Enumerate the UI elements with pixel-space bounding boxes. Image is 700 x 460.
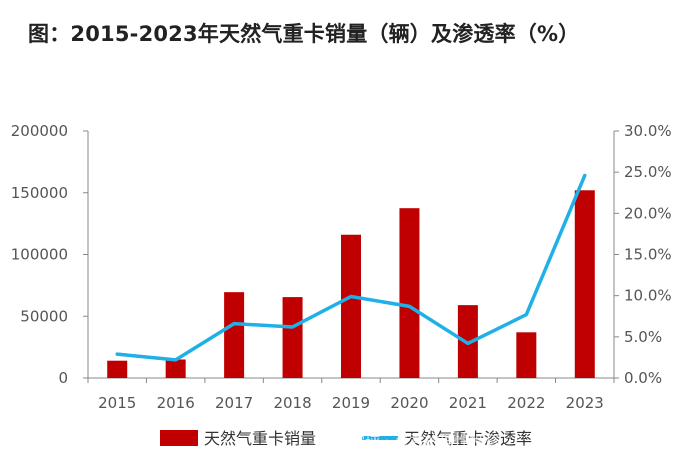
- x-axis-tick-label: 2022: [507, 394, 545, 412]
- bar-series: [107, 190, 595, 378]
- bar: [516, 332, 537, 378]
- legend: 天然气重卡销量 天然气重卡渗透率: [160, 429, 532, 448]
- bar: [574, 190, 595, 378]
- x-axis-tick-label: 2020: [390, 394, 428, 412]
- x-axis-tick-label: 2019: [332, 394, 370, 412]
- left-axis-tick-label: 150000: [11, 184, 68, 202]
- chart-title: 图：2015-2023年天然气重卡销量（辆）及渗透率（%）: [28, 22, 580, 46]
- right-axis-tick-label: 20.0%: [624, 204, 672, 222]
- x-axis-tick-label: 2016: [157, 394, 195, 412]
- left-axis-tick-label: 200000: [11, 122, 68, 140]
- bar: [165, 359, 186, 378]
- x-axis-tick-label: 2017: [215, 394, 253, 412]
- legend-label-bar: 天然气重卡销量: [204, 429, 316, 448]
- right-axis-tick-label: 25.0%: [624, 163, 672, 181]
- bar: [224, 292, 245, 378]
- right-axis-tick-label: 30.0%: [624, 122, 672, 140]
- tick-labels: 0 50000 100000 150000 200000 0.0% 5.0% 10.0% 15.…: [11, 122, 672, 412]
- right-axis-tick-label: 10.0%: [624, 287, 672, 305]
- bar: [282, 297, 303, 378]
- right-axis-tick-label: 5.0%: [624, 328, 662, 346]
- legend-label-line: 天然气重卡渗透率: [404, 429, 532, 448]
- x-axis-tick-label: 2021: [449, 394, 487, 412]
- x-axis-tick-label: 2023: [566, 394, 604, 412]
- left-axis-tick-label: 50000: [20, 307, 68, 325]
- legend-swatch-bar: [160, 430, 198, 446]
- left-axis-tick-label: 100000: [11, 246, 68, 264]
- right-axis-tick-label: 0.0%: [624, 369, 662, 387]
- bar: [341, 234, 361, 378]
- bar: [107, 360, 128, 378]
- bar: [399, 208, 420, 378]
- x-axis-tick-label: 2018: [273, 394, 311, 412]
- left-axis-tick-label: 0: [58, 369, 68, 387]
- right-axis-tick-label: 15.0%: [624, 246, 672, 264]
- line-series: [115, 173, 587, 362]
- watermark: 雪球 · 可君的理性投资: [350, 432, 499, 450]
- x-axis-tick-label: 2015: [98, 394, 136, 412]
